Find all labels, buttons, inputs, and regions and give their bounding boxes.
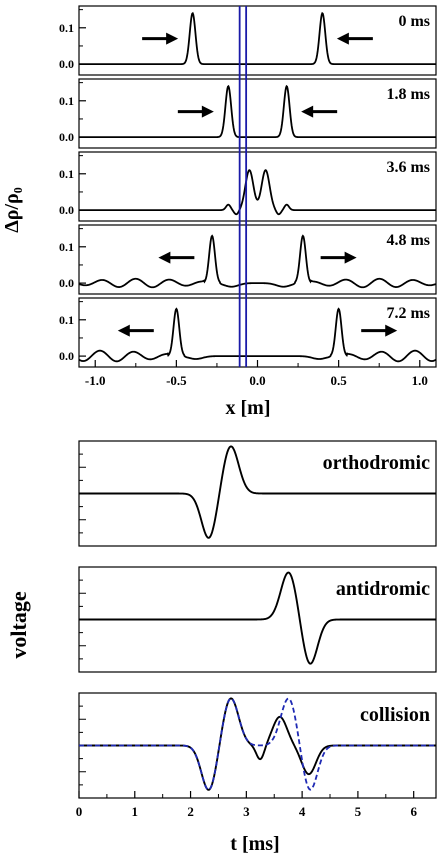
arrow-head-3-0 xyxy=(158,251,171,264)
top-y-axis-label: Δρ/ρ₀ xyxy=(1,187,23,233)
density-curve-4 xyxy=(78,307,437,363)
density-curve-2 xyxy=(79,169,436,216)
arrow-head-3-1 xyxy=(344,251,357,264)
y-tick-label-1-1: 0.1 xyxy=(59,94,74,108)
x-tick-label-1: -0.5 xyxy=(166,373,187,388)
panel-frame-3 xyxy=(78,224,437,295)
y-tick-label-4-0: 0.0 xyxy=(59,349,74,363)
y-tick-label-1-0: 0.0 xyxy=(59,130,74,144)
y-tick-label-2-1: 0.1 xyxy=(59,167,74,181)
bottom-y-axis-label: voltage xyxy=(6,591,31,658)
panel-time-label-4: 7.2 ms xyxy=(386,305,430,322)
time-x-tick-label-0: 0 xyxy=(76,804,83,819)
voltage-panel-label-1: antidromic xyxy=(336,578,430,600)
voltage-curve-0 xyxy=(79,445,436,539)
panel-frame-0 xyxy=(78,5,437,76)
top-x-ticks: -1.0 -0.5 0.0 0.5 1.0 xyxy=(85,360,428,388)
density-panels: 0.0 0.1 0 ms 0.0 0.1 1.8 ms 0.0 0.1 3.6 ms 0.0 0.1… xyxy=(59,5,437,368)
x-tick-label-2: 0.0 xyxy=(249,373,265,388)
x-tick-label-3: 0.5 xyxy=(331,373,348,388)
top-x-axis-label: x [m] xyxy=(226,397,271,419)
superposition-dashed-curve xyxy=(79,697,436,791)
panel-frame-1 xyxy=(78,78,437,149)
bottom-x-ticks: 0 1 2 3 4 5 6 xyxy=(76,791,417,819)
time-x-tick-label-5: 5 xyxy=(355,804,362,819)
time-x-tick-label-1: 1 xyxy=(132,804,139,819)
arrow-head-0-1 xyxy=(336,32,349,45)
y-tick-label-3-1: 0.1 xyxy=(59,240,74,254)
arrow-head-1-0 xyxy=(201,105,214,118)
x-tick-label-4: 1.0 xyxy=(412,373,428,388)
panel-frame-2 xyxy=(78,151,437,222)
arrow-head-4-1 xyxy=(385,324,398,337)
y-tick-label-3-0: 0.0 xyxy=(59,276,74,290)
y-tick-label-2-0: 0.0 xyxy=(59,203,74,217)
time-x-tick-label-6: 6 xyxy=(410,804,417,819)
panel-time-label-0: 0 ms xyxy=(398,13,430,30)
marker-lines xyxy=(238,6,248,367)
density-curve-3 xyxy=(78,234,437,289)
voltage-panels: orthodromic antidromic collision xyxy=(78,440,437,799)
y-tick-label-0-0: 0.0 xyxy=(59,57,74,71)
arrow-head-4-0 xyxy=(117,324,130,337)
voltage-curve-1 xyxy=(79,571,436,665)
y-tick-label-4-1: 0.1 xyxy=(59,313,74,327)
time-x-tick-label-4: 4 xyxy=(299,804,306,819)
density-curve-1 xyxy=(79,84,436,139)
bottom-x-axis-label: t [ms] xyxy=(230,833,279,855)
panel-time-label-3: 4.8 ms xyxy=(386,232,430,249)
voltage-panel-label-0: orthodromic xyxy=(323,452,431,474)
x-tick-label-0: -1.0 xyxy=(85,373,106,388)
arrow-head-1-1 xyxy=(301,105,314,118)
time-x-tick-label-2: 2 xyxy=(187,804,194,819)
density-curve-0 xyxy=(79,11,436,66)
y-tick-label-0-1: 0.1 xyxy=(59,21,74,35)
panel-time-label-2: 3.6 ms xyxy=(386,159,430,176)
voltage-panel-label-2: collision xyxy=(360,704,430,726)
arrow-head-0-0 xyxy=(166,32,179,45)
time-x-tick-label-3: 3 xyxy=(243,804,250,819)
panel-time-label-1: 1.8 ms xyxy=(386,86,430,103)
